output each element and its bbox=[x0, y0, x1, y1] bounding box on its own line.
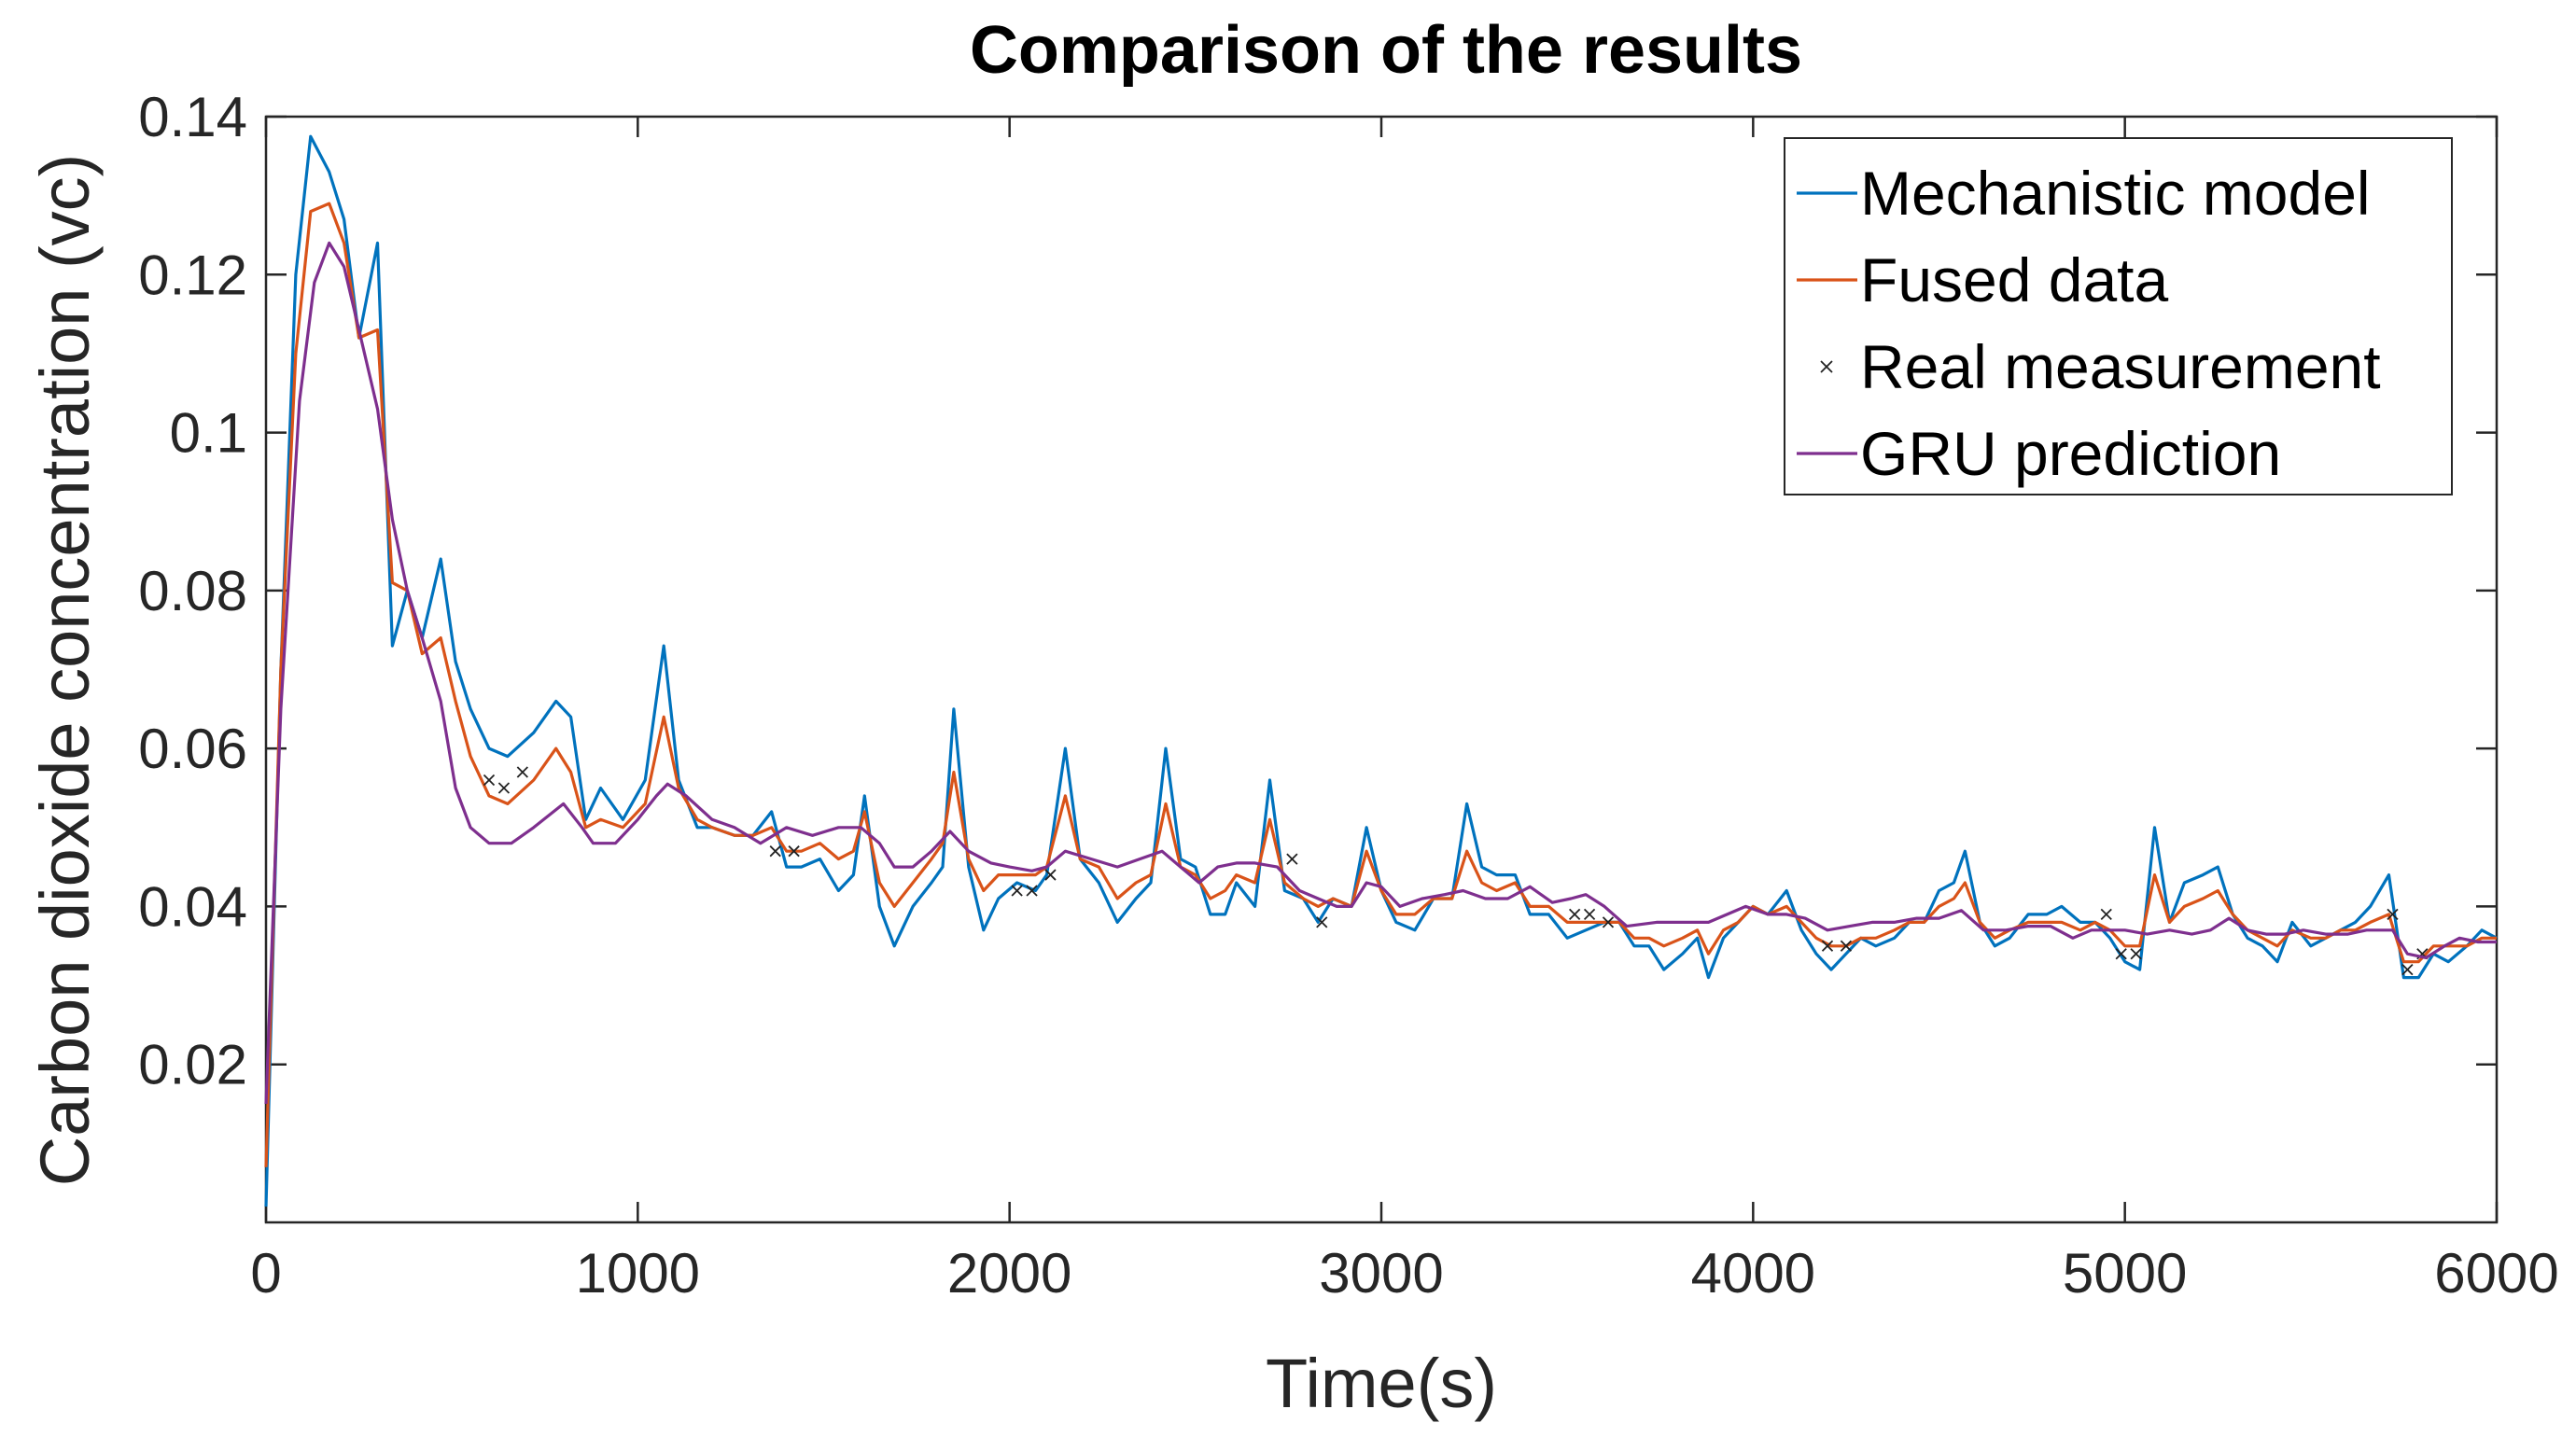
legend-label: Fused data bbox=[1860, 245, 2169, 314]
y-tick-label: 0.14 bbox=[138, 86, 247, 148]
data-point bbox=[2401, 964, 2414, 976]
data-point bbox=[1840, 940, 1853, 952]
data-point bbox=[1026, 885, 1038, 897]
y-tick-label: 0.02 bbox=[138, 1034, 247, 1096]
x-tick-labels: 0 1000 2000 3000 4000 5000 6000 bbox=[250, 1242, 2558, 1304]
data-point bbox=[2130, 948, 2142, 960]
data-point bbox=[1044, 869, 1057, 881]
legend-item-real-measurement: Real measurement bbox=[1820, 332, 2381, 401]
data-point bbox=[1286, 853, 1298, 865]
y-tick-label: 0.06 bbox=[138, 718, 247, 780]
series-layer bbox=[264, 134, 2498, 1207]
legend-swatch bbox=[1820, 360, 1833, 373]
legend-item-gru-prediction: GRU prediction bbox=[1797, 419, 2281, 488]
legend-item-mechanistic-model: Mechanistic model bbox=[1797, 159, 2371, 228]
data-point bbox=[2100, 908, 2112, 921]
series-line-mechanistic-model bbox=[264, 134, 2498, 1207]
x-tick-label: 0 bbox=[250, 1242, 281, 1304]
data-point bbox=[1316, 916, 1328, 928]
data-point bbox=[2115, 948, 2127, 960]
y-axis-label: Carbon dioxide concentration (vc) bbox=[26, 154, 104, 1186]
series-mechanistic-model bbox=[264, 134, 2498, 1207]
y-tick-label: 0.08 bbox=[138, 560, 247, 622]
legend-label: Real measurement bbox=[1860, 332, 2381, 401]
legend-item-fused-data: Fused data bbox=[1797, 245, 2169, 314]
series-fused-data bbox=[264, 202, 2497, 1167]
legend-items: Mechanistic model Fused data Real measurem… bbox=[1797, 159, 2381, 488]
data-point bbox=[788, 845, 800, 858]
data-point bbox=[1821, 940, 1834, 952]
x-tick-label: 4000 bbox=[1691, 1242, 1815, 1304]
data-point bbox=[1011, 885, 1023, 897]
series-line-gru-prediction bbox=[264, 241, 2497, 1105]
axis-ticks bbox=[264, 115, 2499, 1222]
legend-label: GRU prediction bbox=[1860, 419, 2281, 488]
x-tick-label: 2000 bbox=[947, 1242, 1071, 1304]
data-point bbox=[769, 845, 781, 858]
chart-title: Comparison of the results bbox=[970, 13, 1802, 88]
y-tick-label: 0.12 bbox=[138, 244, 247, 306]
series-line-fused-data bbox=[264, 202, 2497, 1167]
data-point bbox=[1602, 916, 1615, 928]
y-tick-labels: 0.02 0.04 0.06 0.08 0.1 0.12 0.14 bbox=[138, 86, 247, 1096]
legend: Mechanistic model Fused data Real measurem… bbox=[1784, 137, 2453, 495]
y-tick-label: 0.04 bbox=[138, 875, 247, 938]
x-tick-label: 5000 bbox=[2063, 1242, 2187, 1304]
data-point bbox=[497, 782, 511, 794]
x-tick-label: 3000 bbox=[1319, 1242, 1443, 1304]
data-point bbox=[2387, 908, 2399, 921]
series-gru-prediction bbox=[264, 241, 2497, 1105]
x-axis-label: Time(s) bbox=[1266, 1345, 1497, 1422]
data-point bbox=[483, 774, 496, 787]
x-tick-label: 6000 bbox=[2434, 1242, 2558, 1304]
x-tick-label: 1000 bbox=[576, 1242, 700, 1304]
legend-box bbox=[1784, 137, 2453, 495]
y-tick-label: 0.1 bbox=[170, 402, 247, 465]
data-point bbox=[1568, 908, 1581, 921]
legend-label: Mechanistic model bbox=[1860, 159, 2371, 228]
series-real-measurement bbox=[483, 766, 2429, 976]
data-point bbox=[1583, 908, 1596, 921]
data-point bbox=[516, 766, 528, 778]
